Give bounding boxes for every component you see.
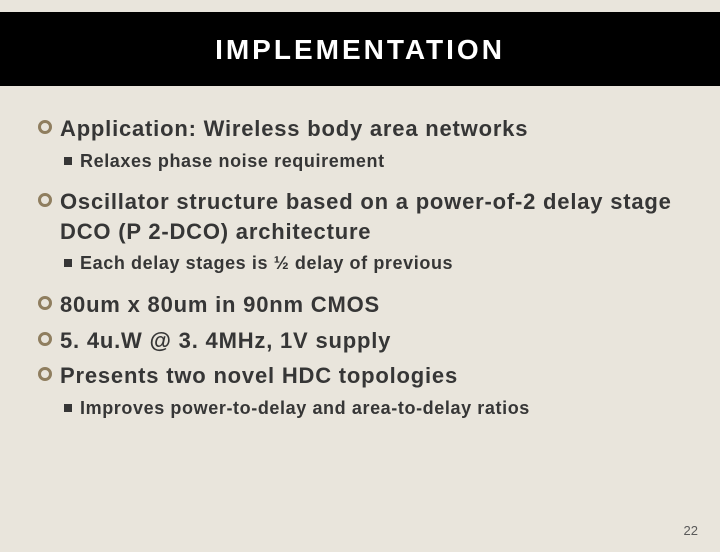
circle-bullet-icon [38, 367, 52, 381]
slide-title: IMPLEMENTATION [0, 34, 720, 66]
main-bullet-text: Application: Wireless body area networks [60, 114, 528, 144]
square-bullet-icon [64, 259, 72, 267]
sub-bullet-text: Each delay stages is ½ delay of previous [80, 252, 453, 275]
circle-bullet-icon [38, 332, 52, 346]
list-sub-item: Relaxes phase noise requirement [64, 150, 682, 173]
list-item: 5. 4u.W @ 3. 4MHz, 1V supply [38, 326, 682, 356]
list-item: Application: Wireless body area networks [38, 114, 682, 144]
square-bullet-icon [64, 157, 72, 165]
square-bullet-icon [64, 404, 72, 412]
circle-bullet-icon [38, 193, 52, 207]
circle-bullet-icon [38, 296, 52, 310]
content-area: Application: Wireless body area networks… [0, 86, 720, 420]
main-bullet-text: Oscillator structure based on a power-of… [60, 187, 682, 246]
list-sub-item: Each delay stages is ½ delay of previous [64, 252, 682, 275]
main-bullet-text: 5. 4u.W @ 3. 4MHz, 1V supply [60, 326, 391, 356]
page-number: 22 [684, 523, 698, 538]
list-item: 80um x 80um in 90nm CMOS [38, 290, 682, 320]
sub-bullet-text: Improves power-to-delay and area-to-dela… [80, 397, 530, 420]
title-band: IMPLEMENTATION [0, 12, 720, 86]
list-sub-item: Improves power-to-delay and area-to-dela… [64, 397, 682, 420]
main-bullet-text: 80um x 80um in 90nm CMOS [60, 290, 380, 320]
list-item: Presents two novel HDC topologies [38, 361, 682, 391]
main-bullet-text: Presents two novel HDC topologies [60, 361, 458, 391]
list-item: Oscillator structure based on a power-of… [38, 187, 682, 246]
circle-bullet-icon [38, 120, 52, 134]
sub-bullet-text: Relaxes phase noise requirement [80, 150, 385, 173]
